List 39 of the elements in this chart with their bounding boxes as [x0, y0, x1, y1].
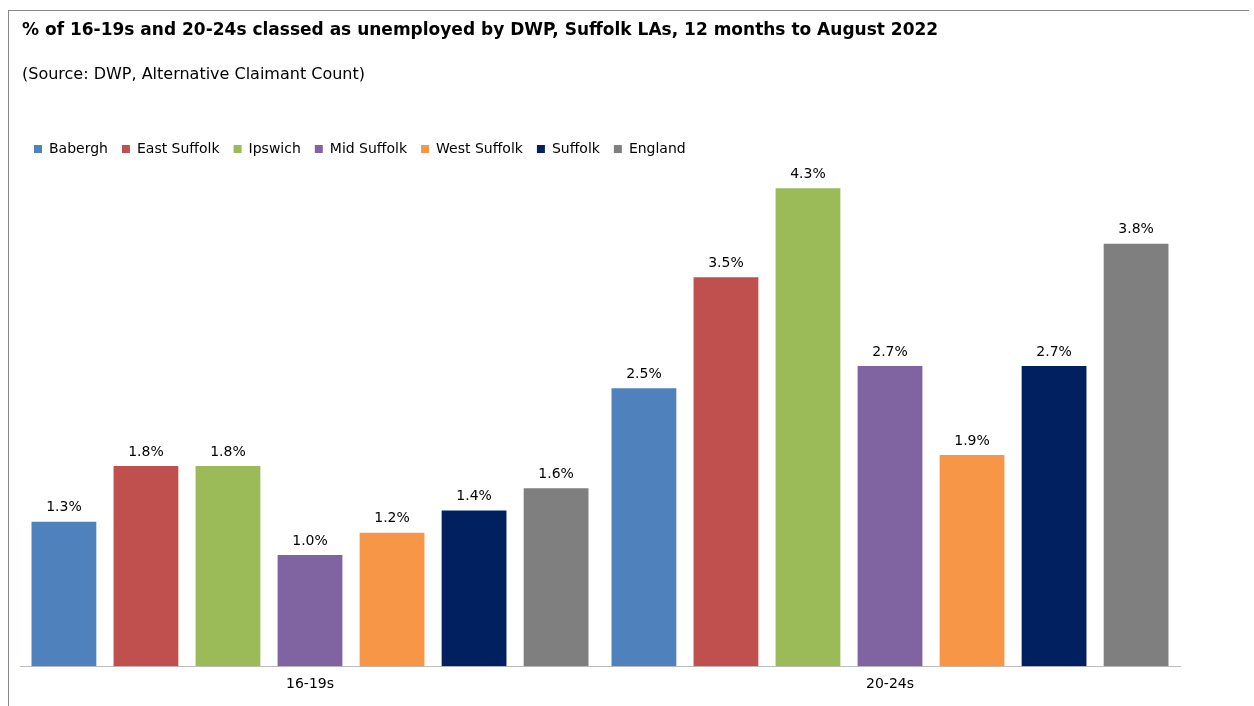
x-tick-label: 20-24s	[866, 675, 914, 692]
bar	[611, 388, 677, 667]
data-label: 3.5%	[708, 253, 744, 270]
data-label: 1.0%	[292, 531, 328, 548]
chart-subtitle: (Source: DWP, Alternative Claimant Count)	[22, 64, 366, 83]
data-label: 4.3%	[790, 164, 826, 181]
data-label: 3.8%	[1118, 220, 1154, 237]
bar	[441, 510, 507, 667]
bar	[775, 188, 841, 667]
bar	[939, 455, 1005, 667]
data-label: 2.7%	[1036, 342, 1072, 359]
data-label: 1.8%	[210, 442, 246, 459]
legend-label: Ipswich	[248, 139, 301, 156]
data-label: 1.9%	[954, 431, 990, 448]
x-tick-label: 16-19s	[286, 675, 334, 692]
bar	[857, 366, 923, 667]
bar	[195, 466, 261, 667]
data-label: 1.8%	[128, 442, 164, 459]
chart-title: % of 16-19s and 20-24s classed as unemployed by DWP, Suffolk LAs, 12 months to August 2022	[22, 18, 940, 40]
data-label: 2.7%	[872, 342, 908, 359]
bar	[113, 466, 179, 667]
bar	[693, 277, 759, 667]
legend-label: England	[628, 139, 686, 156]
data-label: 1.4%	[456, 487, 492, 504]
bar	[1021, 366, 1087, 667]
data-label: 2.5%	[626, 364, 662, 381]
bar	[277, 555, 343, 667]
legend-label: West Suffolk	[436, 139, 524, 156]
bar	[1103, 243, 1169, 667]
data-label: 1.3%	[46, 498, 82, 515]
legend-label: Suffolk	[551, 139, 601, 156]
bar	[31, 521, 97, 667]
data-label: 1.2%	[374, 509, 410, 526]
legend-label: Babergh	[49, 139, 108, 156]
data-label: 1.6%	[538, 464, 574, 481]
legend-label: Mid Suffolk	[329, 139, 408, 156]
bar	[523, 488, 589, 667]
bar	[359, 532, 425, 667]
legend-label: East Suffolk	[136, 139, 221, 156]
